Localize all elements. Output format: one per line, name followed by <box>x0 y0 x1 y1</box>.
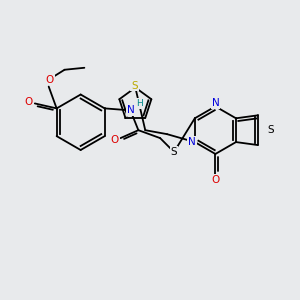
Text: S: S <box>267 125 274 135</box>
Text: S: S <box>171 147 177 157</box>
Text: O: O <box>25 98 33 107</box>
Text: O: O <box>211 175 220 185</box>
Text: N: N <box>188 137 196 147</box>
Text: H: H <box>136 99 143 108</box>
Text: O: O <box>110 135 119 145</box>
Text: S: S <box>131 81 138 91</box>
Text: N: N <box>127 105 134 116</box>
Text: O: O <box>46 75 54 85</box>
Text: N: N <box>212 98 219 108</box>
